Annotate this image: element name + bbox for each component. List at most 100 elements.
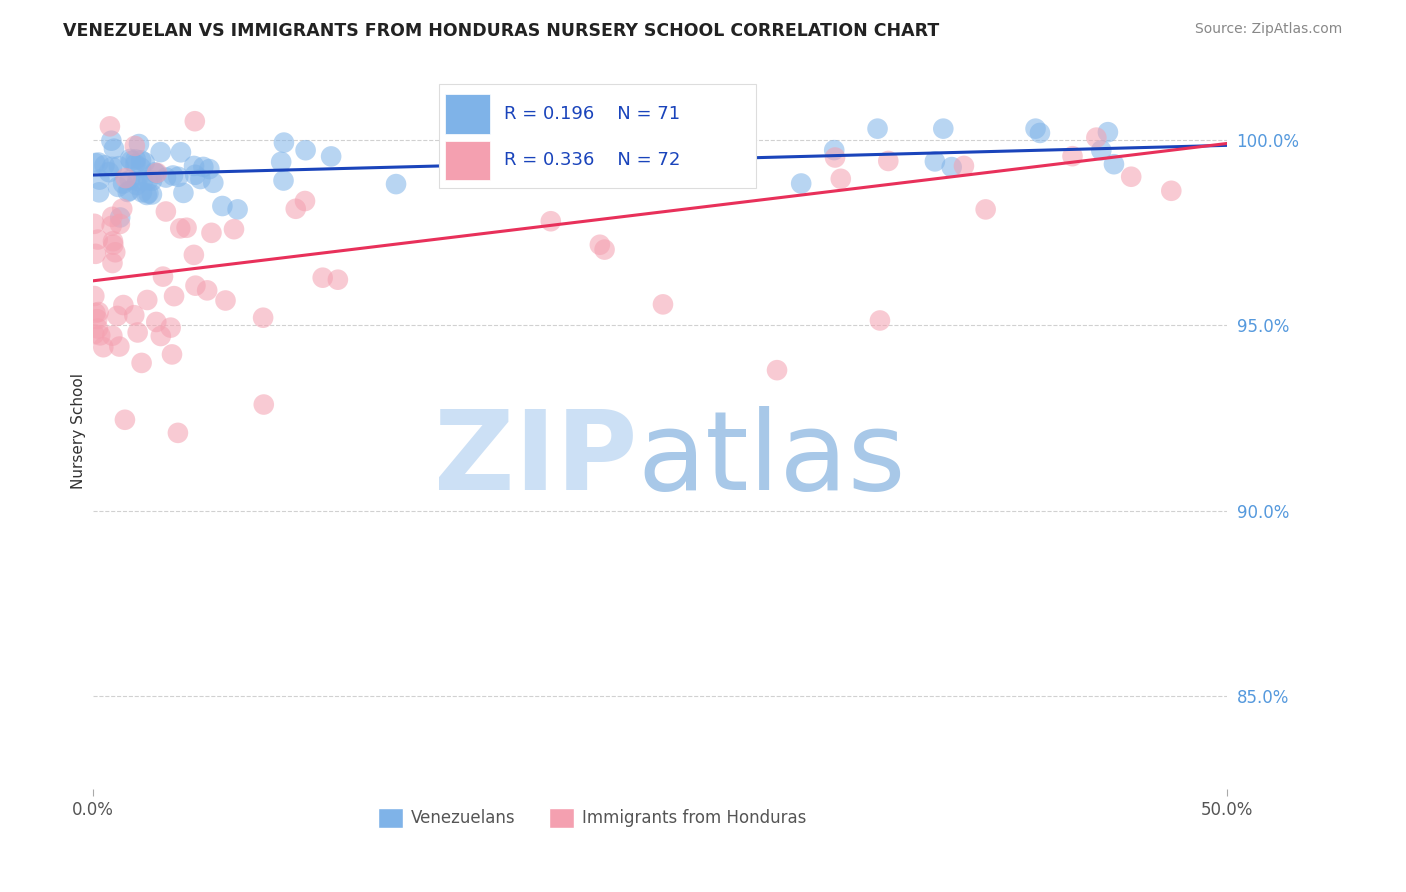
Point [195,284,218,298]
Point [326,273,349,287]
Text: atlas: atlas [637,406,905,513]
Point [104,245,127,260]
Point [84,156,107,170]
Point [824,151,846,165]
Point [524,164,547,178]
Point [138,186,160,201]
Point [1097,125,1119,139]
Point [540,214,562,228]
Point [89,172,111,186]
Point [155,204,177,219]
Point [111,202,134,216]
Point [101,328,124,343]
Point [183,248,205,262]
Point [184,168,207,182]
Point [184,114,207,128]
Point [869,313,891,327]
Text: VENEZUELAN VS IMMIGRANTS FROM HONDURAS NURSERY SCHOOL CORRELATION CHART: VENEZUELAN VS IMMIGRANTS FROM HONDURAS N… [63,22,939,40]
Point [108,217,131,231]
Point [98,165,121,179]
Point [101,256,124,270]
Point [294,143,316,157]
Point [146,166,169,180]
Point [160,347,183,361]
Point [120,153,142,168]
Point [101,160,124,174]
Point [124,139,146,153]
Point [190,172,212,186]
Point [385,177,408,191]
Point [1121,169,1143,184]
Point [112,298,135,312]
Point [131,356,153,370]
Point [198,162,221,177]
Point [124,308,146,322]
Point [1160,184,1182,198]
Text: ZIP: ZIP [434,406,637,513]
Point [127,326,149,340]
FancyBboxPatch shape [444,95,489,134]
Point [1062,149,1084,163]
Point [159,320,181,334]
Point [1102,157,1125,171]
Point [214,293,236,308]
Point [273,173,295,187]
Point [127,174,149,188]
Point [145,166,167,180]
Point [253,398,276,412]
Point [93,158,115,172]
Point [202,176,225,190]
Point [118,184,141,198]
Point [491,147,513,161]
Point [766,363,789,377]
Point [83,217,105,231]
Point [120,152,142,166]
Point [101,234,124,248]
Point [129,161,152,175]
Point [136,293,159,307]
Point [222,222,245,236]
Point [562,155,585,169]
Point [167,169,190,184]
Point [107,179,129,194]
Point [226,202,249,217]
Text: R = 0.336    N = 72: R = 0.336 N = 72 [503,152,681,169]
Point [125,178,148,192]
Point [114,413,136,427]
Point [84,306,107,320]
Point [941,160,963,174]
Point [162,169,184,183]
Point [101,210,124,224]
Point [108,159,131,173]
Point [686,153,709,168]
FancyBboxPatch shape [439,84,756,187]
Point [135,188,157,202]
Point [152,269,174,284]
Point [100,219,122,233]
Point [155,170,177,185]
Text: Source: ZipAtlas.com: Source: ZipAtlas.com [1195,22,1343,37]
Point [145,315,167,329]
Point [270,155,292,169]
Point [87,186,110,200]
Point [132,173,155,187]
Point [1090,144,1112,158]
Point [1029,126,1052,140]
Point [974,202,997,217]
Point [1025,121,1047,136]
Point [83,327,105,342]
Point [652,297,675,311]
Point [593,243,616,257]
Point [128,137,150,152]
Point [98,120,121,134]
Point [589,237,612,252]
Point [163,289,186,303]
Point [823,143,845,157]
Point [252,310,274,325]
Point [200,226,222,240]
Point [84,247,107,261]
Point [89,328,111,343]
Point [932,121,955,136]
Point [91,340,114,354]
Point [108,211,131,225]
